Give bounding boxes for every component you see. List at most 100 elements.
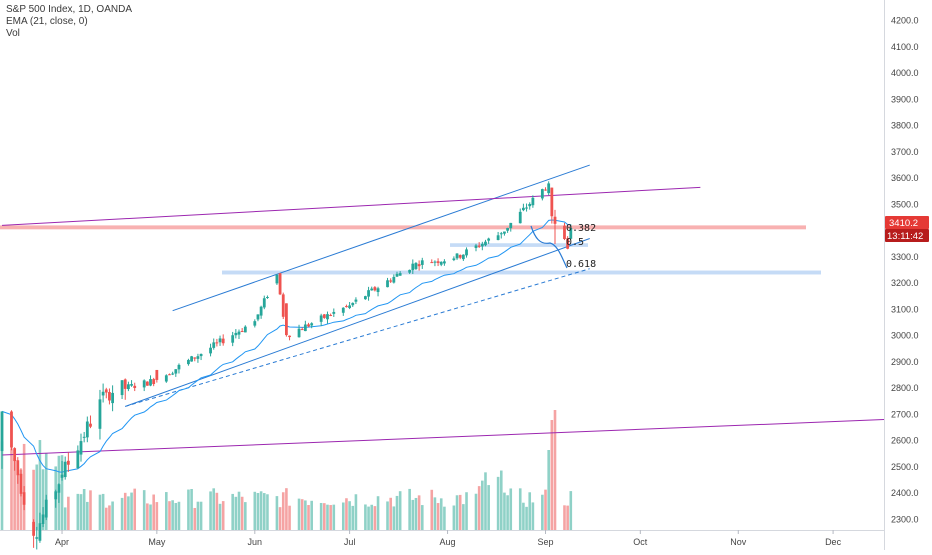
volume-bar [443,506,446,530]
volume-bar [275,496,279,530]
volume-bar [341,502,345,530]
volume-bar [253,491,257,530]
candle-body [430,262,434,264]
candle-body [465,249,468,256]
volume-bar [541,494,544,530]
candle-body [98,399,102,429]
countdown-tag-box [885,229,929,242]
price-tick-label: 3900.0 [891,94,919,104]
candle-body [41,514,45,524]
symbol-title[interactable]: S&P 500 Index, 1D, OANDA [6,4,132,15]
volume-bar [386,501,389,530]
candle-body [221,338,225,344]
candle-body [149,379,152,386]
candle-body [411,263,415,271]
chart-legend: S&P 500 Index, 1D, OANDA EMA (21, close,… [6,4,132,40]
candle-body [190,356,193,362]
candle-body [13,448,17,462]
volume-bar [528,492,532,530]
volume-bar [111,501,114,530]
breakout-zone [222,270,821,275]
candle-body [127,384,130,390]
candle-body [414,262,418,269]
candle-body [243,326,247,333]
volume-bar [240,496,244,530]
candle-body [395,273,399,277]
candle-body [130,384,133,386]
volume-bar [89,490,92,530]
volume-bar [531,502,535,530]
price-tick-label: 3200.0 [891,278,919,288]
candle-body [231,335,235,343]
ema-indicator-label[interactable]: EMA (21, close, 0) [6,16,88,27]
candle-body [458,255,462,258]
candle-body [452,258,456,261]
volume-bar [569,491,573,530]
candle-body [237,331,241,335]
volume-bar [152,494,155,530]
volume-bar [319,502,323,530]
volume-bar [244,502,247,530]
candle-body [266,296,269,298]
candle-body [22,492,26,505]
volume-bar [101,493,105,530]
candle-body [193,357,197,359]
volume-bar [522,502,525,530]
volume-bar [86,501,89,530]
candle-body [63,461,67,478]
candle-body [566,238,570,249]
candle-body [528,203,532,207]
volume-bar [149,504,152,530]
volume-indicator-label[interactable]: Vol [6,28,20,39]
volume-bar [278,507,282,530]
volume-bar [120,497,124,530]
candle-body [303,324,307,332]
volume-bar [221,501,225,530]
volume-bar [123,492,127,530]
candle-body [85,421,89,438]
candle-body [82,436,86,438]
volume-bar [487,485,490,530]
volume-bar [79,494,83,530]
candle-body [496,235,500,241]
candle-body [187,359,190,365]
volume-bar [566,505,569,530]
candle-body [142,380,146,388]
volume-bar [10,448,13,530]
candle-body [319,315,323,322]
candle-body [364,296,367,300]
trendline-channel-upper [172,164,590,312]
volume-bar [63,507,67,530]
candle-body [518,211,522,224]
candle-body [285,303,288,336]
bar-countdown-label: 13:11:42 [887,231,923,242]
candle-body [66,460,70,465]
volume-bar [0,441,4,530]
volume-bar [398,491,402,530]
volume-bar [41,469,45,530]
price-tick-label: 3000.0 [891,331,919,341]
volume-bar [127,496,130,530]
candle-body [461,254,465,260]
price-tick-label: 3700.0 [891,147,919,157]
candle-body [563,225,566,240]
volume-bar [563,505,566,530]
candle-body [433,261,437,263]
candle-body [79,441,83,455]
volume-bar [60,455,64,530]
candle-body [278,273,282,295]
candle-body [550,187,554,217]
candle-body [307,324,310,327]
candle-body [477,245,481,247]
candle-body [104,389,108,393]
volume-bar [171,500,174,530]
trendline-channel-lower [125,238,590,407]
volume-bar [452,505,456,530]
candle-body [531,197,535,206]
volume-bar [155,502,159,530]
candle-body [326,314,329,320]
volume-bar [503,492,506,530]
volume-bar [518,488,522,530]
